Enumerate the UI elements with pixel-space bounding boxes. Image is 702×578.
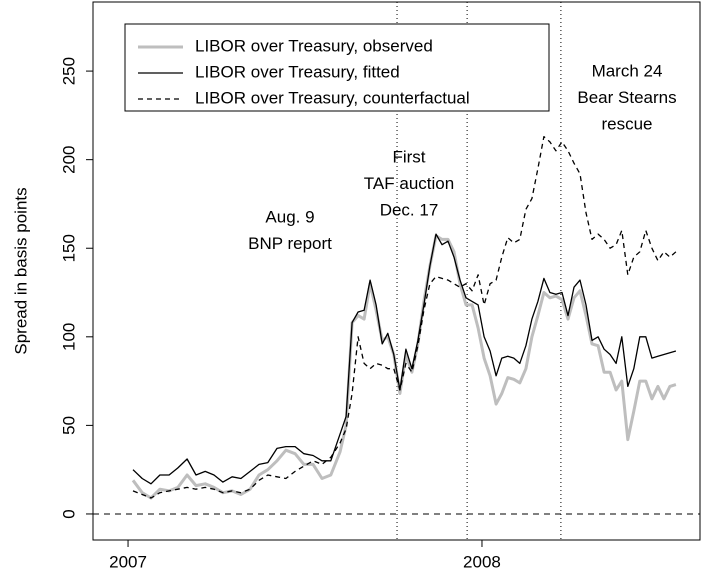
annotation: Aug. 9 <box>265 207 314 226</box>
x-tick-label: 2007 <box>109 552 147 571</box>
series-line <box>131 234 677 500</box>
y-tick-label: 200 <box>59 145 78 173</box>
legend-label: LIBOR over Treasury, counterfactual <box>195 88 470 107</box>
y-tick-label: 100 <box>59 323 78 351</box>
y-tick-label: 50 <box>59 416 78 435</box>
x-tick-label: 2008 <box>463 552 501 571</box>
series-line <box>132 233 677 485</box>
legend-label: LIBOR over Treasury, observed <box>195 36 433 55</box>
y-tick-label: 150 <box>59 234 78 262</box>
y-axis-label: Spread in basis points <box>11 187 30 354</box>
annotation: Dec. 17 <box>380 200 439 219</box>
annotation: March 24 <box>592 61 663 80</box>
annotation: Bear Stearns <box>577 88 676 107</box>
annotation: BNP report <box>248 234 332 253</box>
legend-label: LIBOR over Treasury, fitted <box>195 62 400 81</box>
plot-frame <box>92 1 701 541</box>
annotation: rescue <box>601 114 652 133</box>
y-tick-label: 250 <box>59 57 78 85</box>
legend-box <box>124 23 550 112</box>
annotation: First <box>392 147 425 166</box>
y-tick-label: 0 <box>59 509 78 518</box>
annotation: TAF auction <box>364 174 454 193</box>
series-line <box>132 135 677 499</box>
